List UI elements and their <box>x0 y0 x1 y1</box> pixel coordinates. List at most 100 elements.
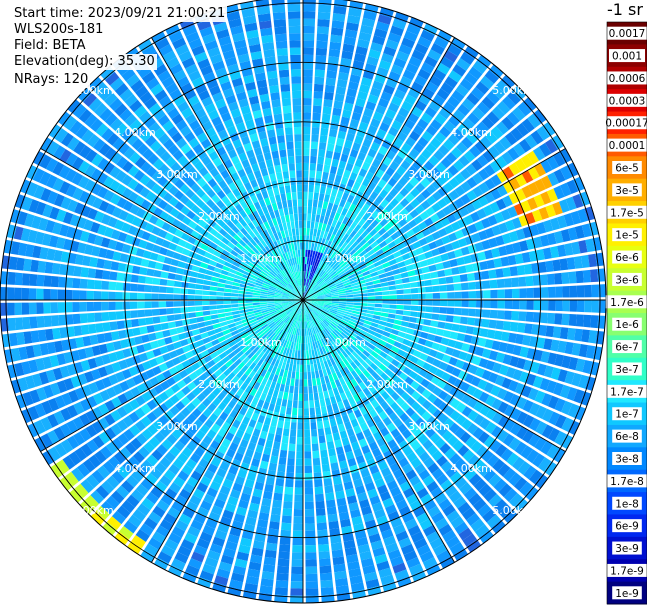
range-gate-cell <box>232 482 243 493</box>
range-gate-cell <box>397 576 412 588</box>
range-gate-cell <box>323 478 333 487</box>
range-gate-cell <box>313 392 319 401</box>
range-gate-cell <box>461 342 471 352</box>
range-gate-cell <box>311 127 320 135</box>
range-gate-cell <box>238 499 249 510</box>
range-gate-cell <box>141 231 151 241</box>
range-gate-cell <box>338 301 347 305</box>
range-gate-cell <box>293 280 298 288</box>
range-gate-cell <box>532 236 543 249</box>
range-gate-cell <box>108 374 119 386</box>
range-gate-cell <box>404 118 416 130</box>
range-gate-cell <box>234 475 246 486</box>
range-gate-cell <box>399 266 408 273</box>
range-gate-cell <box>206 233 215 242</box>
range-gate-cell <box>256 264 264 271</box>
range-gate-cell <box>222 509 234 520</box>
range-gate-cell <box>52 161 65 176</box>
range-gate-cell <box>446 307 455 315</box>
range-gate-cell <box>367 343 376 351</box>
range-gate-cell <box>385 386 395 396</box>
range-gate-cell <box>305 306 310 314</box>
range-gate-cell <box>303 126 311 135</box>
range-gate-cell <box>489 64 504 79</box>
range-gate-cell <box>338 239 345 248</box>
range-gate-cell <box>491 398 503 410</box>
range-gate-cell <box>420 177 431 188</box>
range-gate-cell <box>335 416 344 426</box>
range-gate-cell <box>123 428 135 441</box>
range-gate-cell <box>370 271 379 278</box>
range-gate-cell <box>202 305 210 311</box>
range-gate-cell <box>296 242 300 250</box>
range-gate-cell <box>278 456 287 466</box>
range-gate-cell <box>202 290 210 296</box>
range-gate-cell <box>126 133 139 146</box>
range-gate-cell <box>363 274 372 280</box>
range-gate-cell <box>281 302 289 305</box>
range-gate-cell <box>334 255 342 263</box>
range-gate-cell <box>420 378 431 388</box>
range-gate-cell <box>467 112 480 125</box>
range-gate-cell <box>348 333 356 341</box>
range-gate-cell <box>235 506 247 517</box>
range-gate-cell <box>466 92 480 106</box>
range-gate-cell <box>273 335 280 343</box>
range-gate-cell <box>360 267 369 274</box>
range-gate-cell <box>178 369 189 379</box>
range-gate-cell <box>303 141 310 149</box>
range-gate-cell <box>399 412 410 423</box>
range-gate-cell <box>172 252 182 260</box>
range-gate-cell <box>543 461 558 476</box>
range-gate-cell <box>400 381 410 391</box>
range-gate-cell <box>342 474 352 484</box>
range-gate-cell <box>139 326 148 335</box>
range-gate-cell <box>490 174 502 187</box>
range-gate-cell <box>319 270 326 278</box>
range-gate-cell <box>414 42 429 55</box>
range-gate-cell <box>292 305 299 311</box>
range-gate-cell <box>296 286 301 294</box>
range-gate-cell <box>33 419 46 435</box>
range-gate-cell <box>174 178 185 189</box>
range-gate-cell <box>349 318 357 323</box>
range-gate-cell <box>164 387 175 398</box>
range-gate-cell <box>319 261 325 269</box>
range-gate-cell <box>353 300 361 303</box>
range-gate-cell <box>224 142 235 153</box>
range-gate-cell <box>259 430 268 440</box>
range-gate-cell <box>324 318 332 324</box>
range-gate-cell <box>367 329 376 336</box>
range-gate-cell <box>457 123 470 136</box>
range-gate-cell <box>275 367 281 376</box>
range-gate-cell <box>575 270 584 284</box>
range-gate-cell <box>548 300 556 311</box>
range-gate-cell <box>451 349 461 359</box>
range-gate-cell <box>97 465 110 479</box>
range-gate-cell <box>65 277 74 288</box>
range-gate-cell <box>321 246 326 254</box>
range-gate-cell <box>456 57 471 71</box>
range-gate-cell <box>306 321 309 329</box>
range-gate-cell <box>262 336 270 343</box>
range-gate-cell <box>69 120 83 135</box>
range-gate-cell <box>252 540 265 550</box>
range-gate-cell <box>377 178 387 189</box>
range-gate-cell <box>314 76 325 85</box>
range-gate-cell <box>408 56 422 68</box>
range-gate-cell <box>489 160 502 173</box>
range-gate-cell <box>282 391 289 400</box>
range-gate-cell <box>121 174 133 187</box>
range-gate-cell <box>468 364 479 375</box>
range-gate-cell <box>58 165 71 179</box>
range-gate-cell <box>365 281 374 286</box>
range-gate-cell <box>368 49 381 60</box>
range-gate-cell <box>312 310 319 316</box>
range-gate-cell <box>217 129 229 140</box>
range-gate-cell <box>346 554 359 564</box>
range-gate-cell <box>68 451 82 466</box>
range-gate-cell <box>53 249 63 262</box>
range-gate-cell <box>421 244 431 253</box>
range-gate-cell <box>64 289 73 300</box>
range-gate-cell <box>222 265 231 272</box>
